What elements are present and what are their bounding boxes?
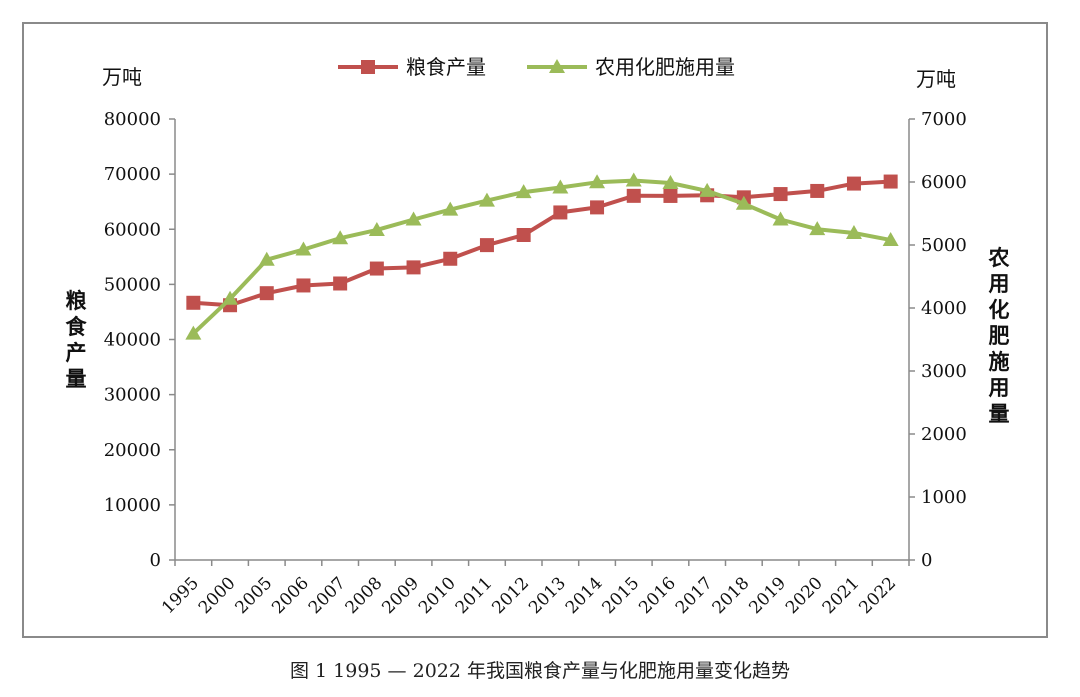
fertilizer-series-line bbox=[191, 178, 892, 336]
left-tick-label: 40000 bbox=[104, 330, 161, 351]
grain-data-point bbox=[810, 183, 825, 198]
chart-svg: 粮食产量 农用化肥施用量 万吨 万吨 粮食产量 农用化肥施用量 01000020… bbox=[66, 55, 1010, 618]
grain-data-point bbox=[553, 205, 568, 220]
grain-data-point bbox=[516, 227, 531, 242]
x-tick-label: 2021 bbox=[819, 573, 864, 618]
left-tick-label: 30000 bbox=[104, 385, 161, 406]
grain-data-point bbox=[333, 276, 348, 291]
legend: 粮食产量 农用化肥施用量 bbox=[338, 55, 735, 79]
fertilizer-data-point bbox=[882, 232, 899, 247]
x-tick-label: 2014 bbox=[562, 573, 607, 618]
x-tick-label: 2013 bbox=[525, 573, 570, 618]
fertilizer-data-point bbox=[589, 174, 606, 189]
right-tick-label: 4000 bbox=[921, 298, 967, 319]
right-tick-label: 5000 bbox=[921, 235, 967, 256]
x-tick-label: 2000 bbox=[195, 573, 240, 618]
x-tick-label: 2016 bbox=[635, 573, 680, 618]
left-tick-label: 20000 bbox=[104, 440, 161, 461]
fertilizer-data-point bbox=[222, 290, 239, 305]
figure-caption: 图 1 1995 — 2022 年我国粮食产量与化肥施用量变化趋势 bbox=[290, 660, 790, 682]
x-tick-label: 2022 bbox=[855, 573, 900, 618]
x-tick-label: 2008 bbox=[342, 573, 387, 618]
fertilizer-data-point bbox=[735, 195, 752, 210]
legend-fertilizer-label: 农用化肥施用量 bbox=[595, 55, 735, 79]
left-axis-unit: 万吨 bbox=[102, 65, 142, 89]
fertilizer-data-point bbox=[552, 179, 569, 194]
grain-data-point bbox=[479, 238, 494, 253]
x-tick-label: 2005 bbox=[232, 573, 277, 618]
x-tick-label: 2010 bbox=[415, 573, 460, 618]
right-tick-label: 0 bbox=[921, 550, 932, 571]
x-tick-label: 1995 bbox=[158, 573, 203, 618]
series-layer bbox=[185, 172, 899, 340]
left-axis-title: 粮食产量 bbox=[66, 289, 88, 391]
right-tick-label: 2000 bbox=[921, 424, 967, 445]
fertilizer-data-point bbox=[332, 230, 349, 245]
x-tick-label: 2015 bbox=[599, 573, 644, 618]
right-tick-label: 3000 bbox=[921, 361, 967, 382]
grain-data-point bbox=[590, 200, 605, 215]
fertilizer-data-point bbox=[442, 201, 459, 216]
left-tick-label: 10000 bbox=[104, 495, 161, 516]
fertilizer-data-point bbox=[478, 192, 495, 207]
legend-fertilizer-marker bbox=[549, 59, 565, 73]
right-axis-title: 农用化肥施用量 bbox=[988, 246, 1010, 426]
grain-data-point bbox=[186, 295, 201, 310]
x-tick-label: 2017 bbox=[672, 573, 717, 618]
x-tick-label: 2018 bbox=[709, 573, 754, 618]
fertilizer-data-point bbox=[699, 182, 716, 197]
grain-data-point bbox=[443, 251, 458, 266]
x-tick-label: 2011 bbox=[452, 573, 497, 618]
x-tick-label: 2020 bbox=[782, 573, 827, 618]
legend-grain-label: 粮食产量 bbox=[406, 55, 486, 79]
left-tick-label: 80000 bbox=[104, 109, 161, 130]
chart-frame: 粮食产量 农用化肥施用量 万吨 万吨 粮食产量 农用化肥施用量 0 10000 20… bbox=[22, 22, 1048, 638]
grain-data-point bbox=[406, 260, 421, 275]
fertilizer-data-point bbox=[625, 172, 642, 187]
grain-data-point bbox=[846, 176, 861, 191]
grain-data-point bbox=[626, 188, 641, 203]
left-tick-label: 0 bbox=[150, 550, 161, 571]
grain-data-point bbox=[369, 261, 384, 276]
fertilizer-data-point bbox=[662, 175, 679, 190]
x-tick-label: 2007 bbox=[305, 573, 350, 618]
grain-data-point bbox=[773, 187, 788, 202]
right-tick-label: 1000 bbox=[921, 487, 967, 508]
x-tick-label: 2006 bbox=[268, 573, 313, 618]
fertilizer-data-point bbox=[845, 224, 862, 239]
left-tick-label: 70000 bbox=[104, 164, 161, 185]
fertilizer-data-point bbox=[772, 211, 789, 226]
left-tick-label: 50000 bbox=[104, 274, 161, 295]
fertilizer-data-point bbox=[515, 184, 532, 199]
right-tick-label: 6000 bbox=[921, 172, 967, 193]
fertilizer-data-point bbox=[405, 211, 422, 226]
right-tick-label: 7000 bbox=[921, 109, 967, 130]
grain-data-point bbox=[883, 174, 898, 189]
grain-data-point bbox=[296, 278, 311, 293]
fertilizer-data-point bbox=[368, 221, 385, 236]
fertilizer-data-point bbox=[809, 221, 826, 236]
left-tick-label: 60000 bbox=[104, 219, 161, 240]
legend-grain-marker bbox=[361, 60, 375, 74]
x-tick-label: 2012 bbox=[488, 573, 533, 618]
right-axis-unit: 万吨 bbox=[916, 67, 956, 91]
fertilizer-data-point bbox=[295, 241, 312, 256]
fertilizer-data-point bbox=[185, 325, 202, 340]
grain-data-point bbox=[663, 188, 678, 203]
fertilizer-data-point bbox=[258, 251, 275, 266]
x-tick-label: 2009 bbox=[378, 573, 423, 618]
grain-data-point bbox=[259, 286, 274, 301]
x-tick-label: 2019 bbox=[745, 573, 790, 618]
